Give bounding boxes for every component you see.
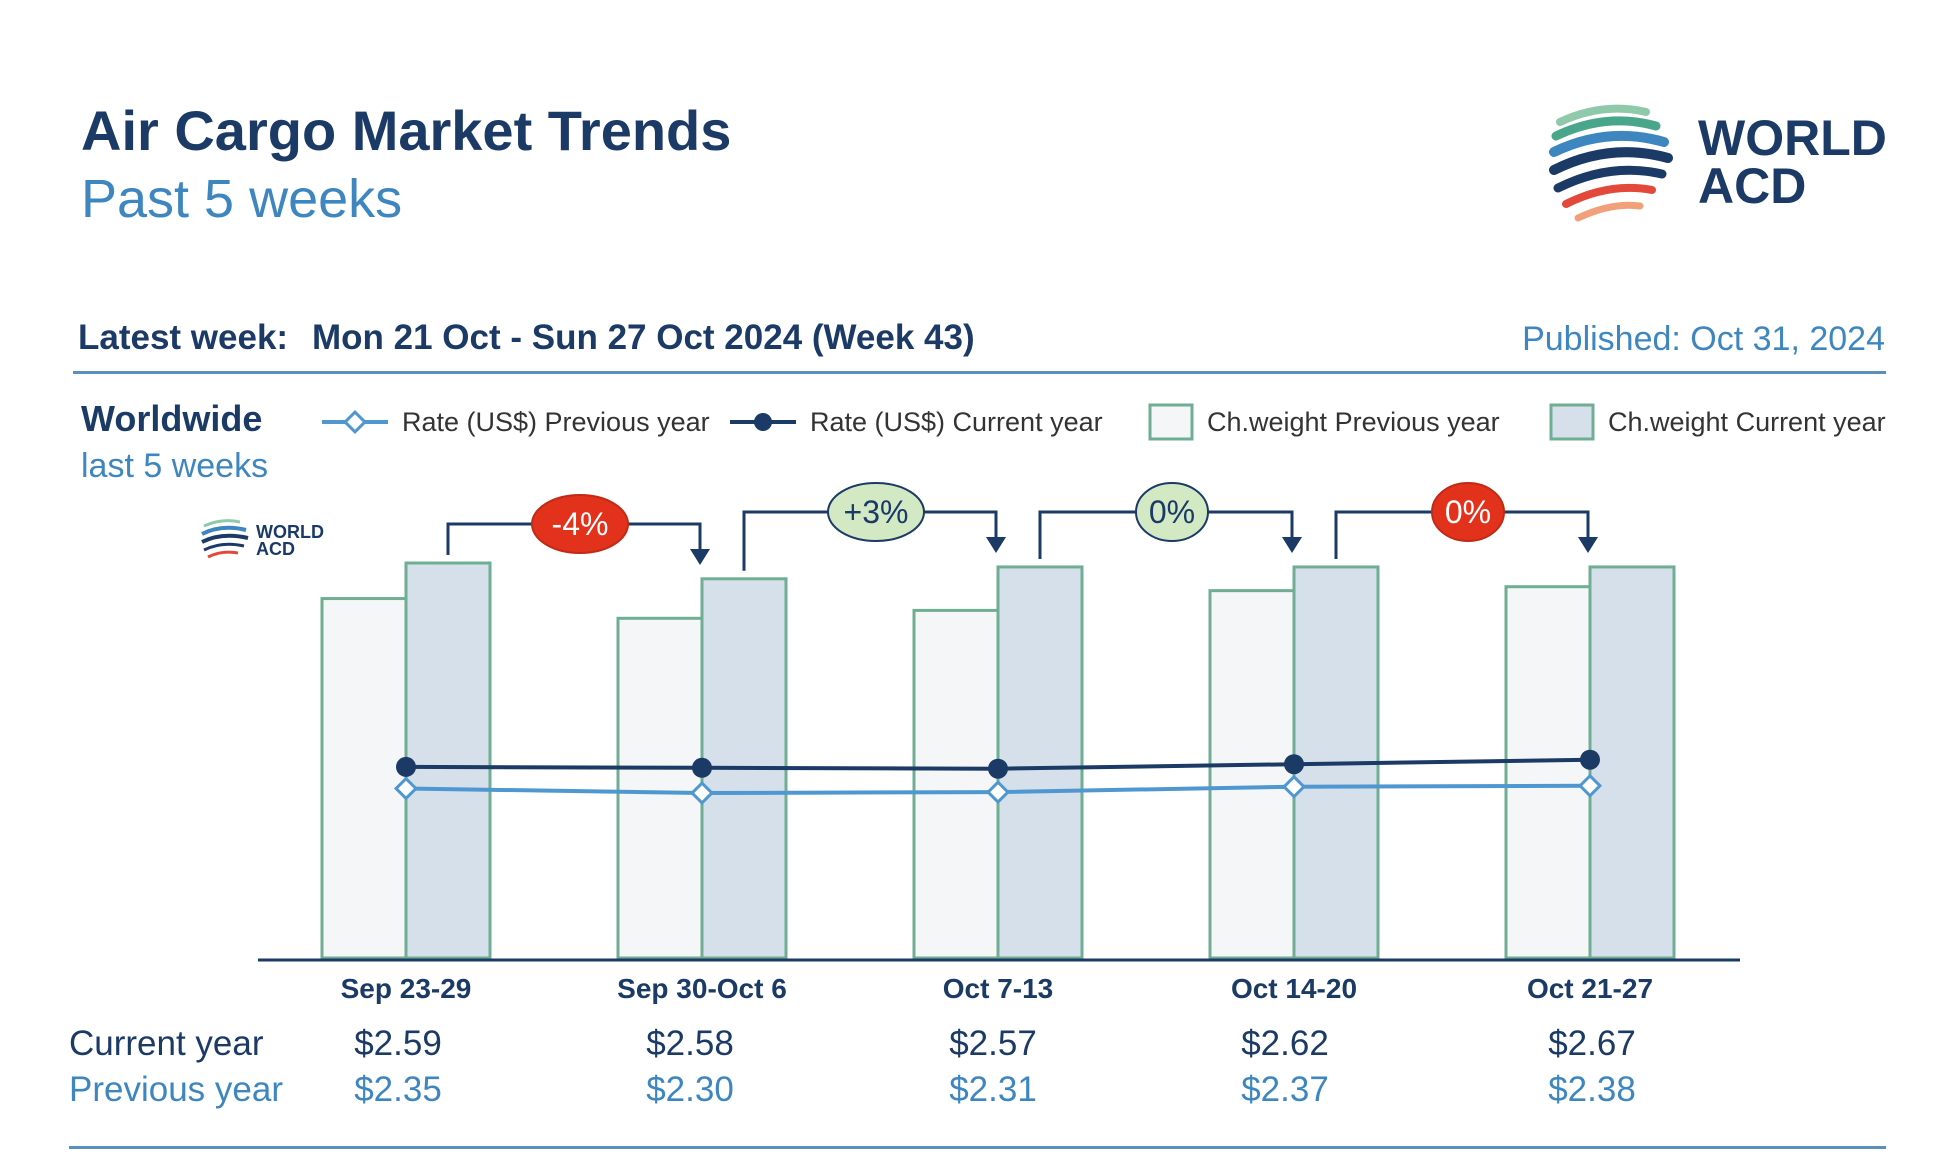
- bar-weight-current: [996, 565, 1084, 960]
- bar-weight-previous: [1208, 589, 1296, 960]
- change-badge: [1135, 482, 1209, 542]
- change-badge: [827, 482, 925, 542]
- divider-bottom: [69, 1146, 1886, 1149]
- legend-rate-previous: Rate (US$) Previous year: [320, 400, 710, 444]
- globe-swoosh-icon: [1549, 104, 1673, 222]
- change-badge-label: 0%: [1149, 494, 1195, 530]
- legend-weight-current: Ch.weight Current year: [1548, 400, 1886, 444]
- rate-previous-point: [393, 776, 419, 801]
- latest-week-value: Mon 21 Oct - Sun 27 Oct 2024 (Week 43): [312, 318, 975, 357]
- legend-weight-previous: Ch.weight Previous year: [1147, 400, 1500, 444]
- change-badge: [531, 494, 629, 554]
- rate-current-value: $2.58: [646, 1024, 734, 1063]
- arrow-down-icon: [1282, 537, 1302, 553]
- rate-previous-point: [689, 780, 715, 806]
- rate-current-point: [988, 758, 1008, 779]
- box-dark-icon: [1549, 403, 1595, 441]
- legend-label: Rate (US$) Previous year: [402, 406, 710, 437]
- rate-previous-point: [985, 780, 1011, 805]
- bar-weight-previous: [616, 616, 704, 960]
- x-tick-label: Oct 14-20: [1231, 973, 1357, 1004]
- rate-previous-value: $2.35: [354, 1070, 442, 1109]
- change-badge-label: -4%: [552, 506, 609, 542]
- bar-weight-current: [404, 561, 492, 960]
- rate-previous-point: [1281, 774, 1307, 799]
- arrow-down-icon: [690, 549, 710, 565]
- region-period: last 5 weeks: [81, 447, 269, 485]
- bar-weight-previous: [1504, 585, 1592, 960]
- rate-current-value: $2.67: [1548, 1024, 1636, 1063]
- rate-current-value: $2.62: [1241, 1024, 1329, 1063]
- change-badge-label: +3%: [844, 494, 909, 530]
- box-light-icon: [1148, 403, 1194, 441]
- rate-current-point: [396, 756, 416, 777]
- region-name: Worldwide: [81, 398, 263, 439]
- legend-label: Rate (US$) Current year: [810, 406, 1103, 437]
- divider-top: [73, 371, 1886, 374]
- legend-label: Ch.weight Current year: [1608, 406, 1886, 437]
- rate-current-point: [1284, 754, 1304, 775]
- x-tick-label: Oct 21-27: [1527, 973, 1653, 1004]
- arrow-down-icon: [1578, 537, 1598, 553]
- rate-current-value: $2.59: [354, 1024, 442, 1063]
- change-badge: [1431, 482, 1505, 542]
- bar-weight-current: [1588, 565, 1676, 960]
- rate-previous-value: $2.30: [646, 1070, 734, 1109]
- row-label-current-year: Current year: [69, 1024, 264, 1063]
- legend-rate-current: Rate (US$) Current year: [728, 400, 1103, 444]
- watermark-text-world: WORLD: [256, 522, 324, 542]
- rate-previous-point: [1577, 773, 1603, 798]
- rate-previous-value: $2.31: [949, 1070, 1037, 1109]
- x-tick-label: Sep 30-Oct 6: [617, 973, 787, 1004]
- world-acd-logo: WORLD ACD: [1548, 100, 1888, 240]
- rate-current-value: $2.57: [949, 1024, 1037, 1063]
- rate-previous-value: $2.38: [1548, 1070, 1636, 1109]
- latest-week-label: Latest week:: [78, 318, 289, 357]
- rate-previous-value: $2.37: [1241, 1070, 1329, 1109]
- bar-weight-previous: [912, 608, 1000, 960]
- bar-weight-previous: [320, 597, 408, 960]
- page-subtitle: Past 5 weeks: [81, 169, 403, 229]
- published-date: Published: Oct 31, 2024: [1522, 320, 1885, 358]
- x-tick-label: Sep 23-29: [341, 973, 472, 1004]
- row-label-previous-year: Previous year: [69, 1070, 283, 1109]
- rate-current-point: [692, 757, 712, 778]
- logo-text-acd: ACD: [1698, 158, 1807, 214]
- change-badge-label: 0%: [1445, 494, 1491, 530]
- arrow-down-icon: [986, 537, 1006, 553]
- line-diamond-icon: [322, 409, 388, 435]
- x-tick-label: Oct 7-13: [943, 973, 1054, 1004]
- line-dot-icon: [730, 413, 796, 431]
- legend-label: Ch.weight Previous year: [1207, 406, 1500, 437]
- watermark-text-acd: ACD: [256, 539, 295, 559]
- rate-current-point: [1580, 749, 1600, 770]
- page-title: Air Cargo Market Trends: [81, 99, 732, 162]
- world-acd-watermark: WORLD ACD: [201, 519, 324, 559]
- logo-text-world: WORLD: [1698, 110, 1887, 166]
